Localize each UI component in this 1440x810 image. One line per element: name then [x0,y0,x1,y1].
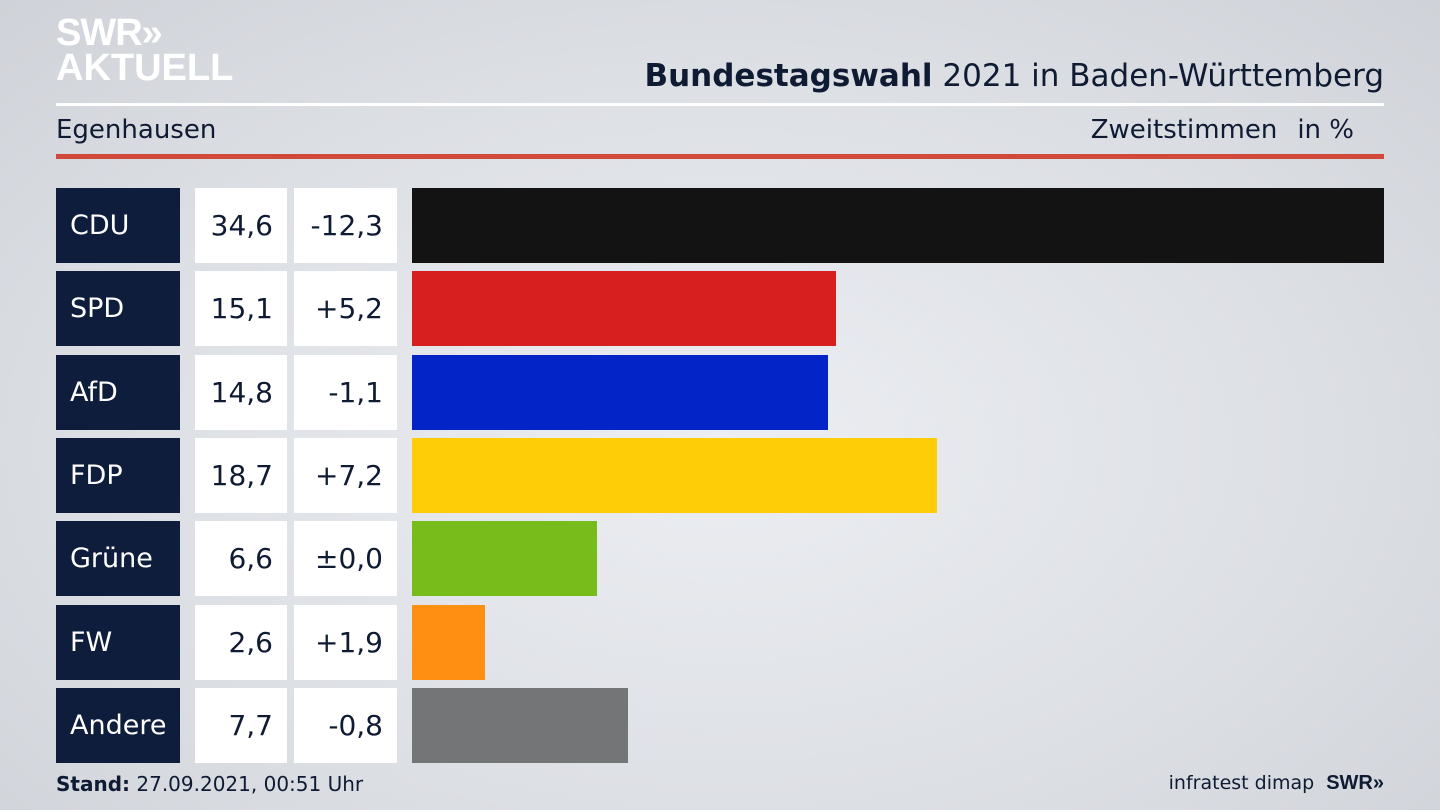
diff-label: +7,2 [294,437,397,513]
diff-label: +5,2 [294,271,397,347]
party-label: FDP [56,437,180,513]
value-label: 14,8 [195,354,287,430]
measure-label: Zweitstimmen in % [1090,115,1354,145]
diff-label: -0,8 [294,687,397,763]
party-label: SPD [56,271,180,347]
bar-row: CDU 34,6 -12,3 [56,188,1384,263]
value-label: 34,6 [195,188,287,263]
value-label: 6,6 [195,521,287,597]
party-label: Andere [56,687,180,763]
party-label: Grüne [56,521,180,597]
party-label: CDU [56,188,180,263]
bar-row: Andere 7,7 -0,8 [56,687,1384,763]
value-label: 15,1 [195,271,287,347]
bar [412,188,1384,263]
timestamp: Stand: 27.09.2021, 00:51 Uhr [56,772,364,796]
bar [412,687,629,763]
swr-logo: SWR» [1326,772,1384,794]
source: infratest dimap SWR» [1168,772,1384,794]
value-label: 7,7 [195,687,287,763]
chart-title: Bundestagswahl 2021 in Baden-Württemberg [644,58,1384,94]
value-label: 2,6 [195,604,287,680]
bar-row: FW 2,6 +1,9 [56,604,1384,680]
bar [412,437,938,513]
divider [56,103,1384,106]
divider-accent [56,154,1384,159]
region-name: Egenhausen [56,115,217,145]
bar-row: Grüne 6,6 ±0,0 [56,521,1384,597]
bar [412,604,486,680]
party-label: FW [56,604,180,680]
diff-label: ±0,0 [294,521,397,597]
bar-row: AfD 14,8 -1,1 [56,354,1384,430]
swr-aktuell-logo: SWR» AKTUELL [56,12,234,89]
bar [412,354,828,430]
party-label: AfD [56,354,180,430]
bar [412,521,598,597]
bar-row: FDP 18,7 +7,2 [56,437,1384,513]
diff-label: +1,9 [294,604,397,680]
diff-label: -12,3 [294,188,397,263]
bar-row: SPD 15,1 +5,2 [56,271,1384,347]
bar [412,271,837,347]
value-label: 18,7 [195,437,287,513]
diff-label: -1,1 [294,354,397,430]
